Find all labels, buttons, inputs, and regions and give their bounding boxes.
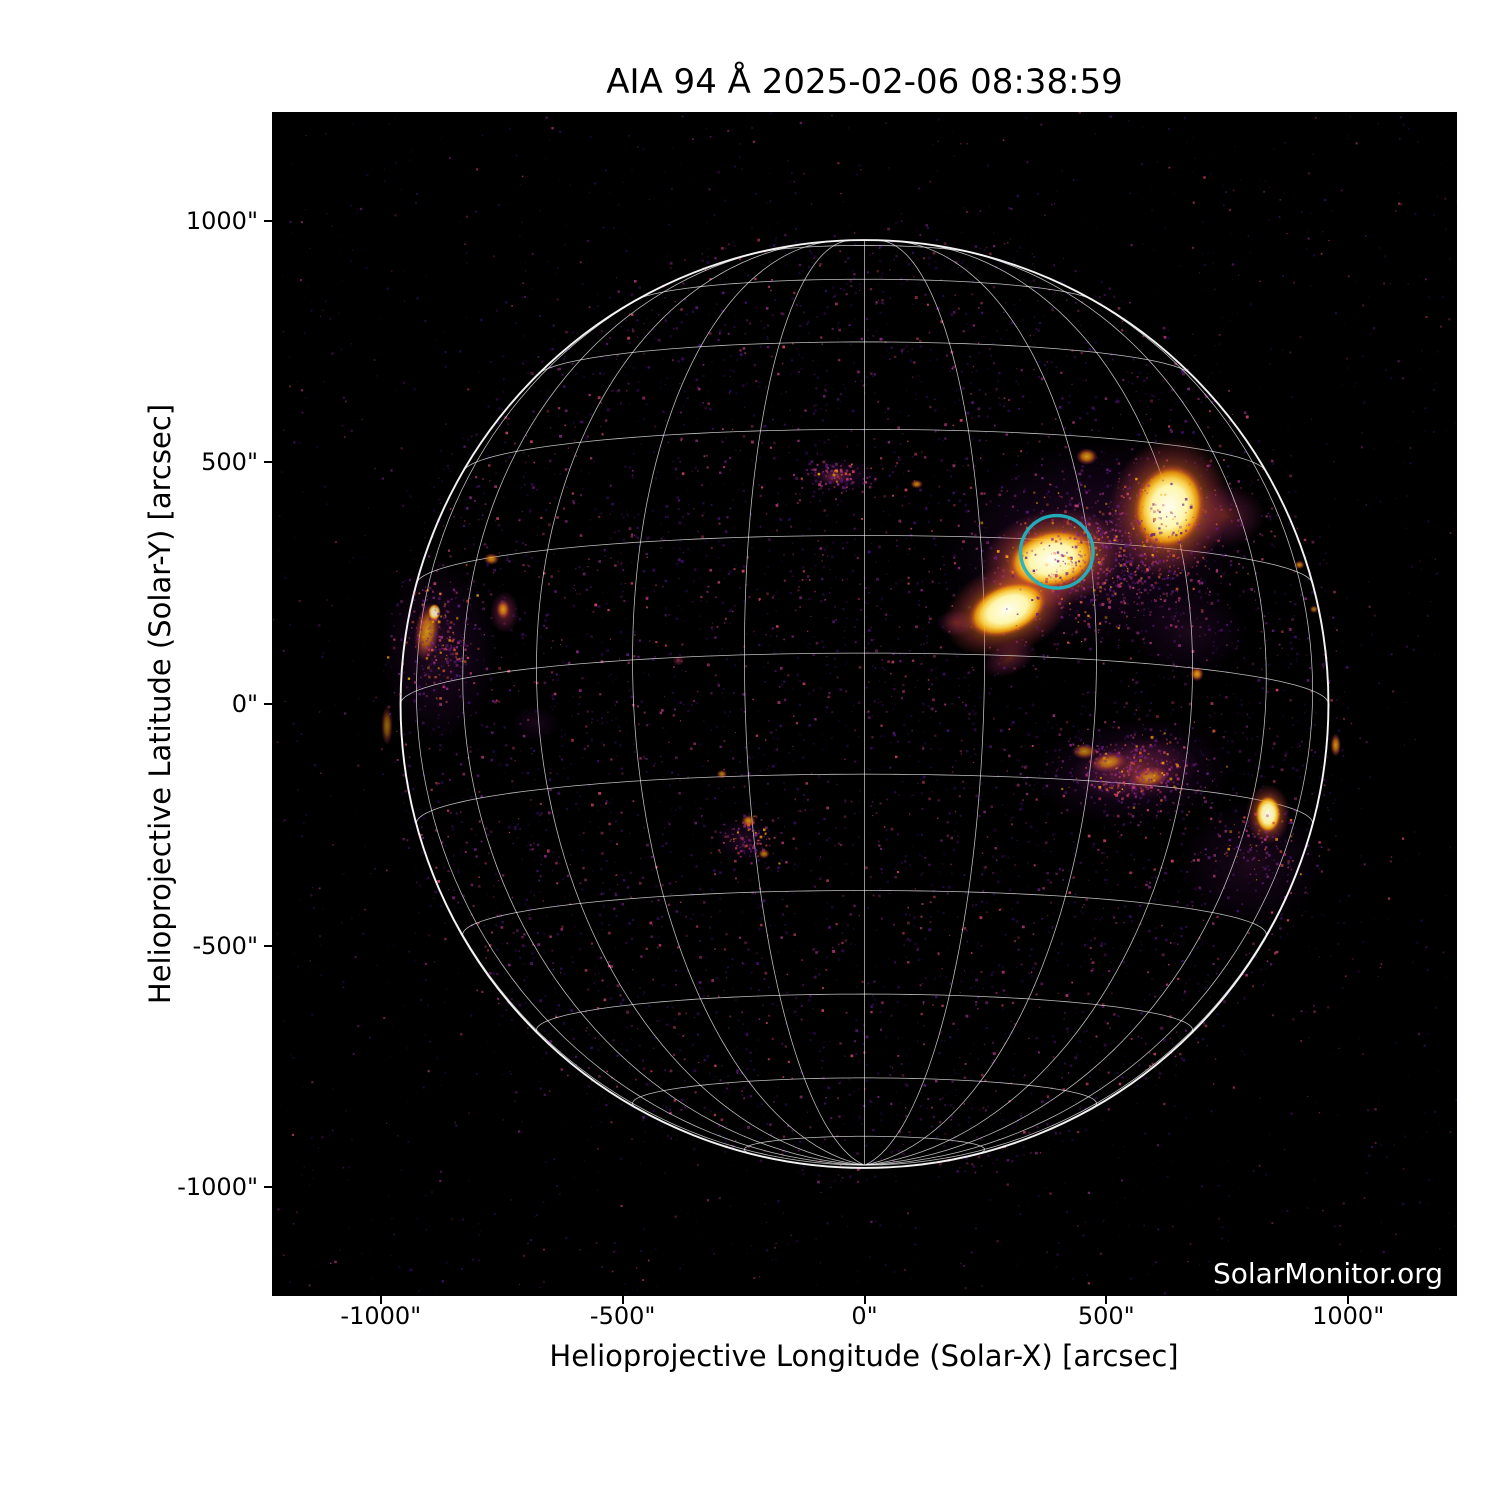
page-title: AIA 94 Å 2025-02-06 08:38:59 (606, 62, 1123, 102)
y-tick-label: 1000" (185, 206, 258, 235)
x-axis-label: Helioprojective Longitude (Solar-X) [arc… (549, 1339, 1179, 1373)
y-tick-label: -1000" (177, 1173, 258, 1202)
solar-disk-image (272, 112, 1457, 1295)
solar-image-plot: SolarMonitor.org (272, 112, 1457, 1296)
y-axis-label: Helioprojective Latitude (Solar-Y) [arcs… (143, 403, 177, 1005)
y-tick-mark (264, 219, 272, 222)
x-tick-mark (621, 1296, 624, 1304)
x-tick-mark (379, 1296, 382, 1304)
x-tick-mark (1105, 1296, 1108, 1304)
x-tick-label: -1000" (340, 1302, 422, 1330)
y-tick-mark (264, 1186, 272, 1189)
y-tick-mark (264, 461, 272, 464)
sun-layers (272, 112, 1457, 1295)
y-tick-mark (264, 703, 272, 705)
y-tick-label: 500" (201, 448, 258, 477)
flare-annotation-circle (1018, 513, 1095, 590)
x-tick-label: -500" (589, 1302, 656, 1330)
x-tick-label: 0" (851, 1302, 878, 1330)
y-tick-mark (264, 944, 272, 947)
x-tick-mark (1347, 1296, 1350, 1304)
heliographic-grid (400, 240, 1329, 1166)
x-tick-label: 500" (1077, 1302, 1135, 1330)
active-region-speckle (387, 452, 1323, 894)
y-tick-label: 0" (231, 690, 258, 718)
x-tick-mark (863, 1296, 866, 1304)
y-tick-label: -500" (192, 931, 258, 960)
solar-limb (399, 239, 1330, 1169)
x-tick-label: 1000" (1312, 1302, 1385, 1330)
watermark: SolarMonitor.org (1212, 1257, 1443, 1290)
